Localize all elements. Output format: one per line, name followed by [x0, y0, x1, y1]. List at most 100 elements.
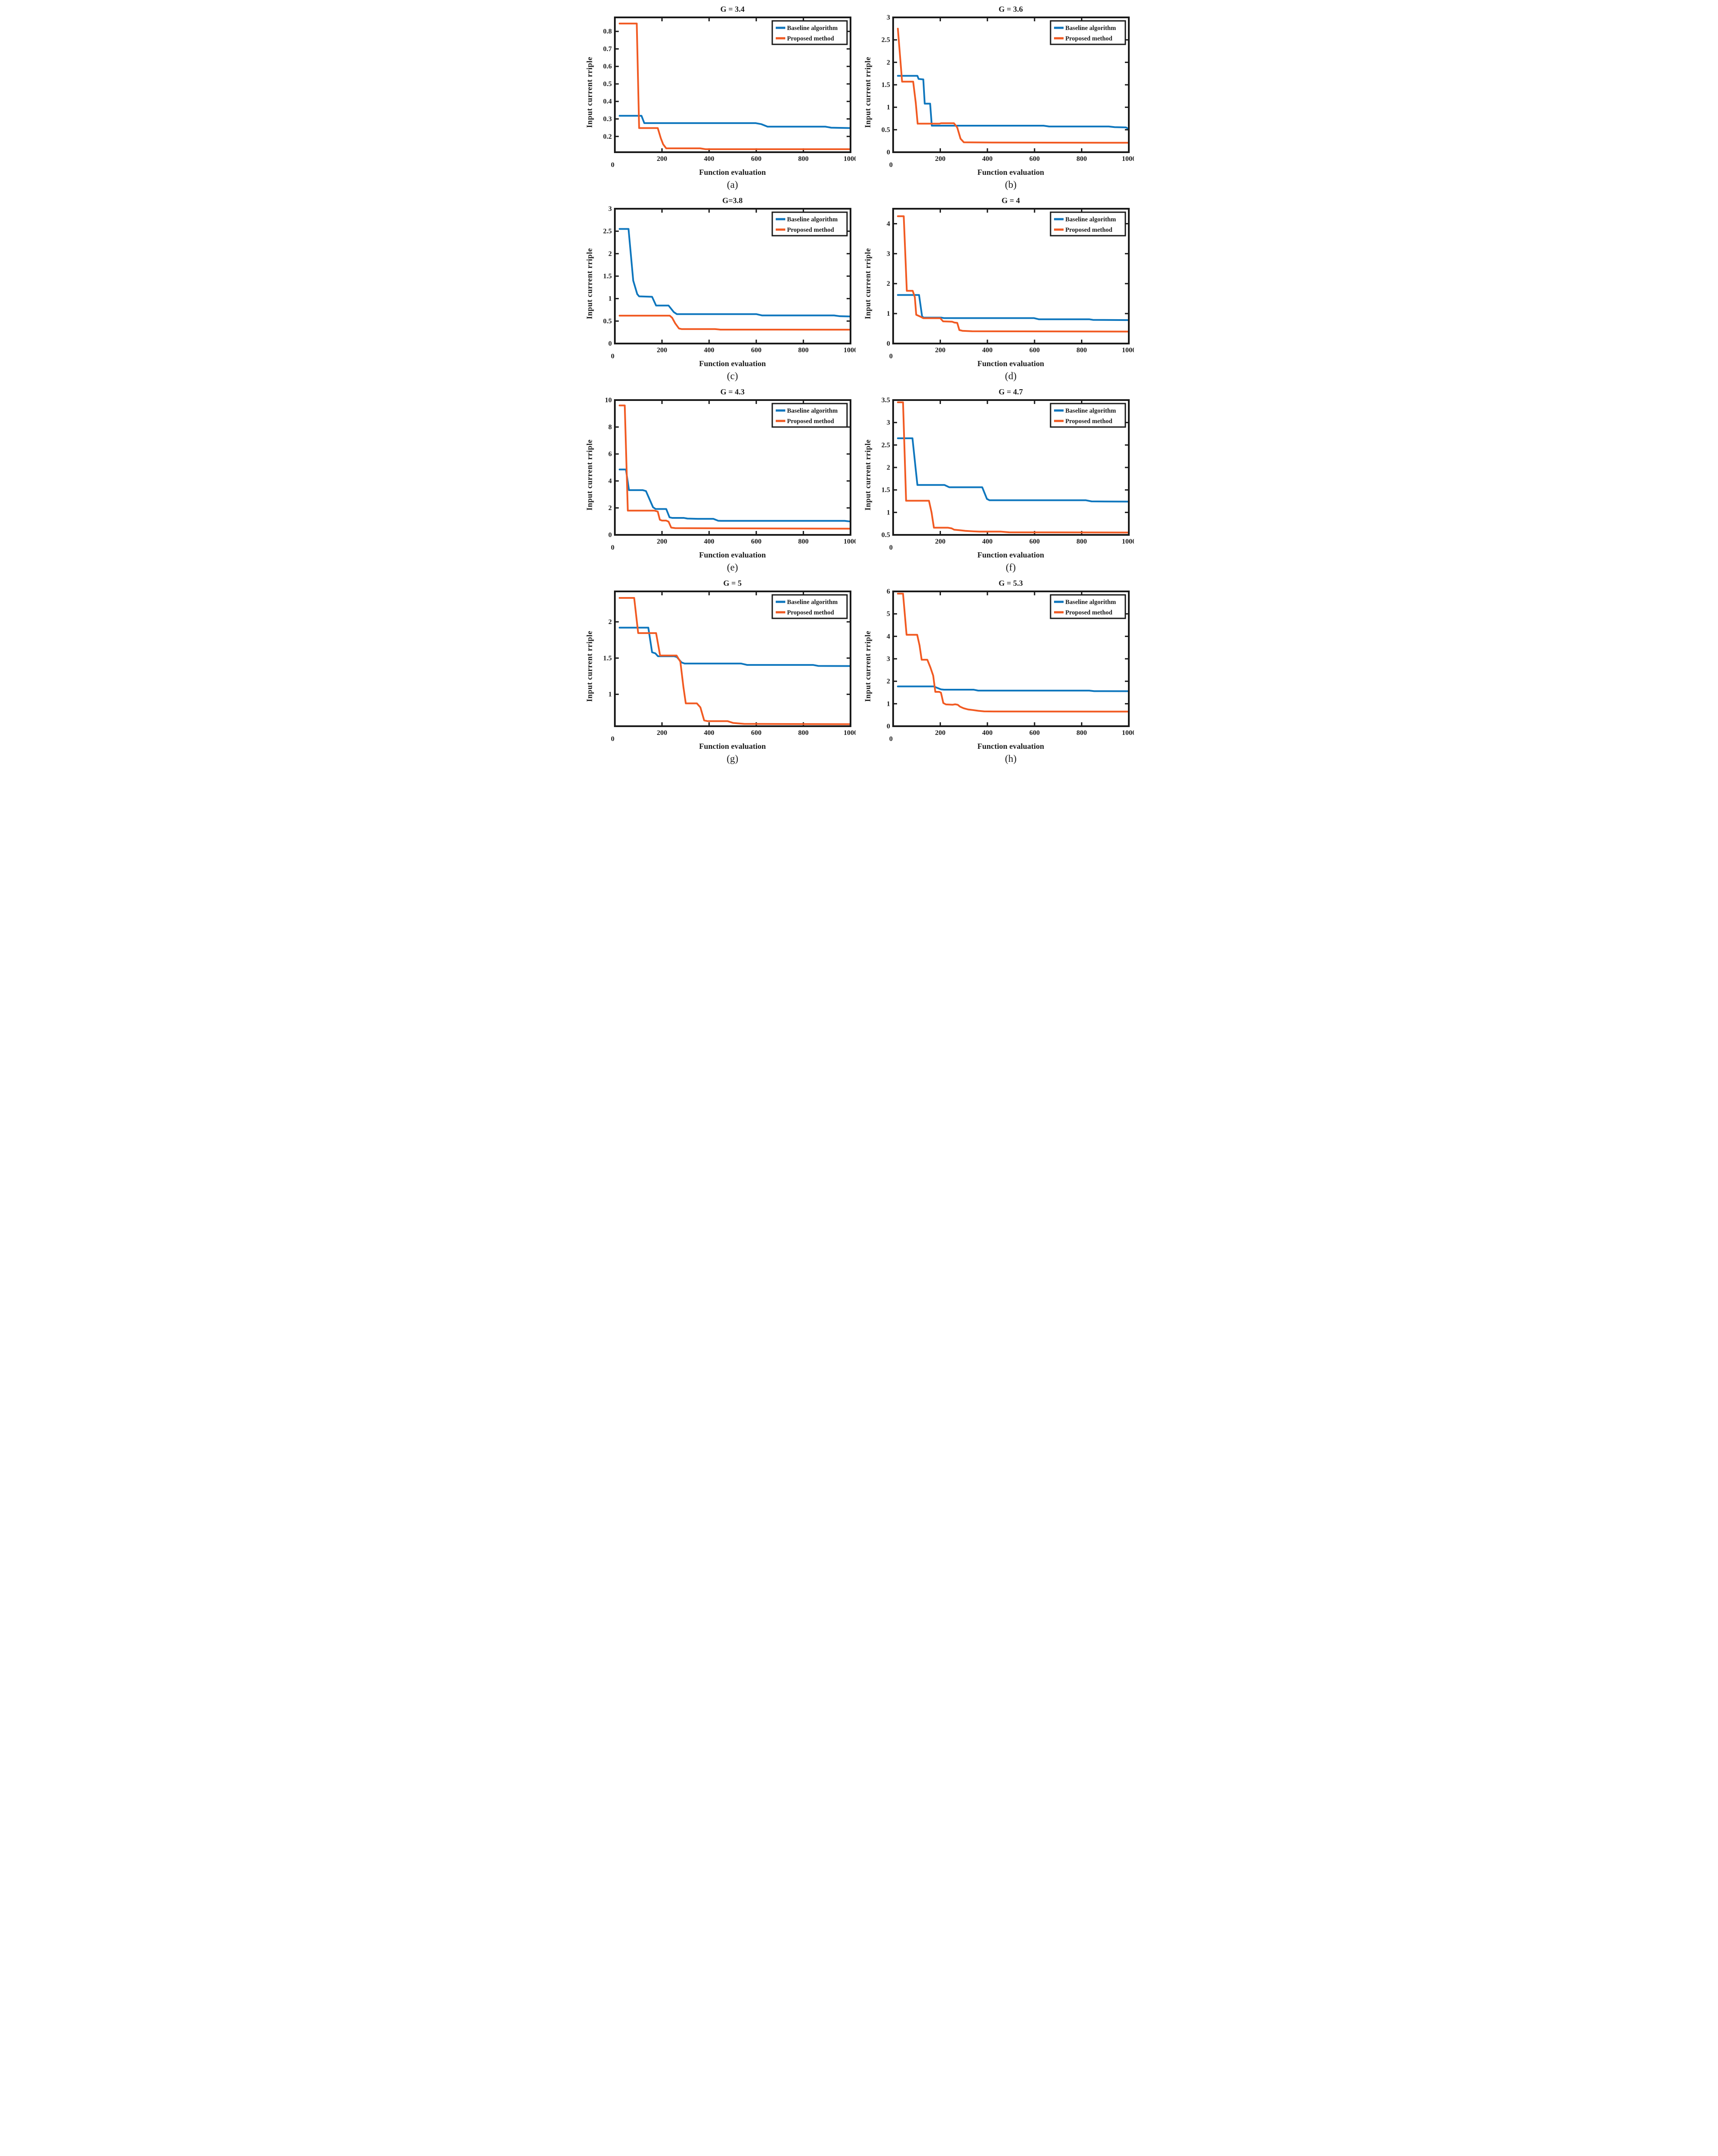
y-tick-label: 2.5 — [881, 441, 890, 449]
x-tick-label: 0 — [889, 735, 893, 743]
chart-body: Input current rriple 0 200 400 600 800 1000 0 1… — [863, 588, 1134, 744]
y-tick-label: 6 — [608, 451, 612, 458]
y-tick-label: 3 — [887, 14, 890, 21]
proposed-series-line — [618, 23, 851, 150]
subplot-caption: (g) — [727, 753, 738, 764]
x-axis-label: Function evaluation — [977, 551, 1044, 559]
x-tick-label: 400 — [982, 729, 992, 737]
y-tick-label: 0.2 — [603, 133, 612, 140]
x-tick-label: 200 — [935, 729, 945, 737]
x-tick-label: 800 — [1076, 347, 1087, 354]
y-tick-label: 2 — [887, 464, 890, 471]
y-tick-label: 0 — [887, 340, 890, 347]
legend-label: Baseline algorithm — [787, 25, 837, 32]
axes-box — [614, 17, 851, 153]
subplot-g: G = 5 Input current rriple 0 200 400 600 800… — [583, 578, 857, 769]
x-tick-label: 400 — [982, 155, 992, 163]
x-tick-label: 0 — [611, 735, 614, 743]
subplot-b: G = 3.6 Input current rriple 0 200 400 600 8… — [861, 4, 1136, 195]
plot-svg: 0 200 400 600 800 1000 0 1 2 3 4 5 6 Baseline algorit… — [887, 588, 1134, 743]
x-tick-label: 600 — [751, 155, 761, 163]
y-tick-label: 3 — [887, 419, 890, 427]
y-tick-label: 8 — [608, 424, 612, 431]
x-tick-label: 600 — [751, 347, 761, 354]
proposed-series-line — [618, 404, 851, 530]
legend-label: Baseline algorithm — [1065, 216, 1116, 223]
x-tick-label: 200 — [935, 538, 945, 545]
x-tick-label: 600 — [1029, 347, 1040, 354]
chart-body: Input current rriple 0 200 400 600 800 1000 0 2… — [584, 397, 856, 553]
y-tick-label: 4 — [608, 477, 612, 485]
y-tick-label: 2 — [608, 250, 612, 257]
y-tick-label: 0.5 — [881, 126, 890, 133]
baseline-series-line — [897, 294, 1130, 321]
y-axis-label: Input current rriple — [585, 439, 594, 511]
y-tick-label: 10 — [605, 397, 612, 404]
legend-label: Proposed method — [1065, 227, 1112, 234]
x-tick-label: 800 — [1076, 155, 1087, 163]
chart-body: Input current rriple 0 200 400 600 800 1000 0.… — [863, 397, 1134, 553]
y-tick-label: 3.5 — [881, 397, 890, 404]
legend-label: Proposed method — [787, 609, 834, 616]
y-tick-label: 5 — [887, 611, 890, 618]
x-tick-label: 800 — [798, 538, 808, 545]
y-tick-label: 3 — [608, 205, 612, 213]
legend-label: Proposed method — [1065, 609, 1112, 616]
x-tick-label: 1000 — [1122, 347, 1134, 354]
x-tick-label: 200 — [657, 729, 667, 737]
y-tick-label: 3 — [887, 655, 890, 663]
y-axis-label: Input current rriple — [863, 248, 872, 319]
x-tick-label: 200 — [657, 347, 667, 354]
proposed-series-line — [897, 593, 1130, 713]
y-tick-label: 0.5 — [881, 531, 890, 539]
chart-title: G = 4.7 — [998, 387, 1023, 396]
y-tick-label: 1 — [887, 310, 890, 317]
plot-svg: 0 200 400 600 800 1000 1 1.5 2 Baseline algorithm… — [603, 591, 856, 743]
x-tick-label: 600 — [751, 729, 761, 737]
y-tick-label: 1.5 — [603, 273, 612, 280]
y-tick-label: 0.6 — [603, 63, 612, 70]
legend-label: Baseline algorithm — [1065, 599, 1116, 606]
y-tick-label: 0 — [887, 149, 890, 156]
legend-box — [771, 20, 847, 45]
x-tick-label: 800 — [1076, 538, 1087, 545]
axes-box — [614, 399, 851, 536]
y-tick-label: 2 — [608, 504, 612, 512]
axes-box — [614, 208, 851, 344]
y-tick-label: 6 — [887, 588, 890, 595]
x-tick-label: 0 — [611, 161, 614, 169]
x-tick-label: 200 — [657, 538, 667, 545]
legend-box — [771, 403, 847, 428]
proposed-series-line — [897, 401, 1130, 534]
x-axis-label: Function evaluation — [699, 359, 766, 368]
subplot-caption: (e) — [727, 562, 738, 573]
y-tick-label: 1 — [887, 509, 890, 516]
y-tick-label: 0 — [608, 340, 612, 347]
plot-svg: 0 200 400 600 800 1000 0.2 0.3 0.4 0.5 0.6 0.7 0.8 Ba… — [603, 17, 856, 169]
legend-label: Baseline algorithm — [1065, 407, 1116, 414]
subplot-a: G = 3.4 Input current rriple 0 200 400 600 8… — [583, 4, 857, 195]
x-tick-label: 200 — [657, 155, 667, 163]
x-tick-label: 800 — [798, 155, 808, 163]
y-tick-label: 2.5 — [603, 228, 612, 235]
chart-body: Input current rriple 0 200 400 600 800 1000 0 0… — [863, 14, 1134, 170]
y-tick-label: 1.5 — [603, 654, 612, 662]
proposed-series-line — [897, 215, 1130, 333]
chart-body: Input current rriple 0 200 400 600 800 1000 0 1… — [863, 205, 1134, 362]
x-tick-label: 400 — [982, 538, 992, 545]
y-tick-label: 4 — [887, 633, 890, 640]
y-axis-label: Input current rriple — [585, 57, 594, 128]
subplot-caption: (h) — [1005, 753, 1017, 764]
y-tick-label: 2 — [608, 618, 612, 626]
plot-svg: 0 200 400 600 800 1000 0 2 4 6 8 10 Baseline algorit… — [605, 397, 856, 551]
legend-label: Baseline algorithm — [787, 599, 837, 606]
y-axis-label: Input current rriple — [863, 631, 872, 702]
x-axis-label: Function evaluation — [977, 742, 1044, 751]
x-tick-label: 400 — [704, 538, 714, 545]
x-tick-label: 400 — [704, 347, 714, 354]
x-tick-label: 200 — [935, 347, 945, 354]
chart-title: G = 3.4 — [720, 5, 745, 13]
baseline-series-line — [897, 437, 1130, 503]
y-tick-label: 1 — [608, 295, 612, 303]
y-tick-label: 0.5 — [603, 80, 612, 88]
